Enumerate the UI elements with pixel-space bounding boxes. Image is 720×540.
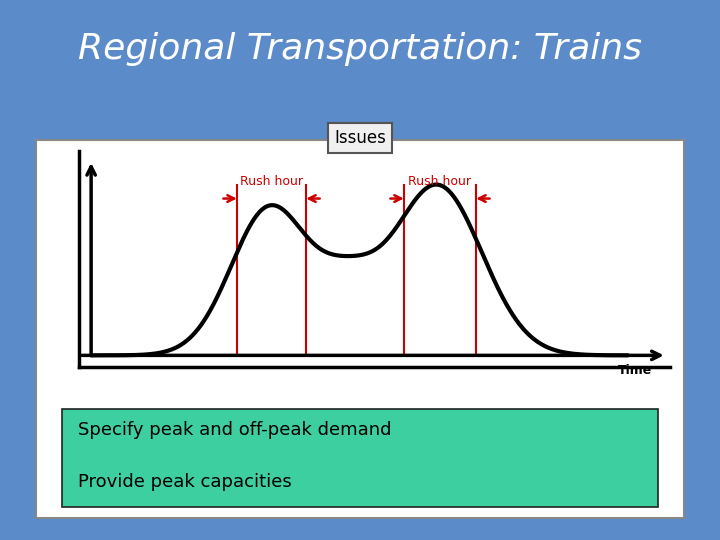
Text: Regional Transportation: Trains: Regional Transportation: Trains	[78, 32, 642, 66]
Text: Rush hour: Rush hour	[240, 175, 303, 188]
Text: Time: Time	[618, 364, 652, 377]
Text: Issues: Issues	[334, 129, 386, 147]
Text: Provide peak capacities: Provide peak capacities	[78, 474, 292, 491]
Text: Rush hour: Rush hour	[408, 175, 472, 188]
Text: Specify peak and off-peak demand: Specify peak and off-peak demand	[78, 421, 392, 438]
Bar	[62, 409, 658, 507]
Text: Time of day: (peak vs. off-peak): Time of day: (peak vs. off-peak)	[81, 156, 431, 174]
